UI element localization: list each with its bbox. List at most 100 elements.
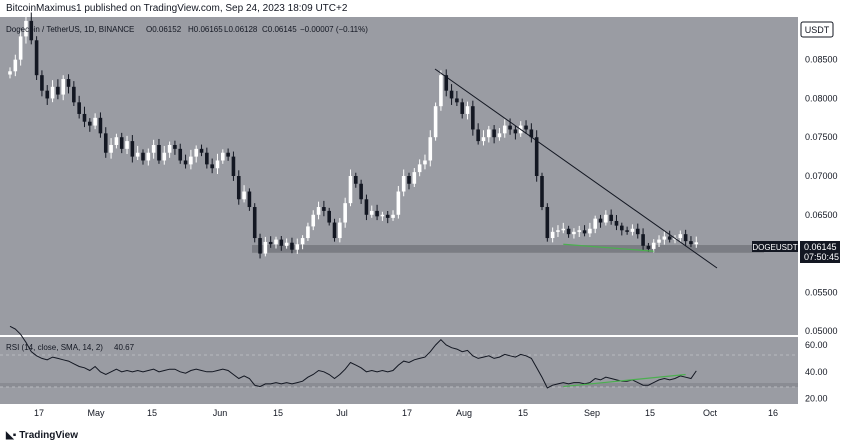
time-tick-label: 15 — [147, 408, 157, 418]
candle-body — [375, 210, 379, 217]
candle-body — [210, 164, 214, 169]
rsi-tick-label: 40.00 — [805, 367, 828, 377]
candle-body — [300, 238, 305, 245]
candle-body — [199, 148, 204, 153]
currency-badge-label: USDT — [805, 25, 830, 35]
candle-body — [178, 148, 183, 161]
descending-resistance-line[interactable] — [434, 68, 718, 269]
candle-body — [534, 137, 539, 176]
candle-body — [465, 106, 470, 114]
candle-body — [417, 164, 422, 173]
candle-body — [183, 160, 188, 165]
candle-body — [125, 141, 129, 149]
price-tick-label: 0.07500 — [805, 132, 838, 142]
candle-body — [316, 207, 321, 215]
candle-body — [327, 210, 331, 223]
candle-body — [141, 152, 145, 161]
published-by-line: BitcoinMaximus1 published on TradingView… — [6, 3, 348, 14]
rsi-legend-value: 40.67 — [114, 343, 135, 352]
candle-body — [492, 129, 496, 138]
candle-body — [604, 214, 608, 223]
legend-open: O0.06152 — [146, 25, 182, 34]
candle-body — [380, 214, 385, 217]
candle-body — [460, 102, 464, 114]
candle-body — [625, 230, 629, 232]
candle-body — [487, 129, 491, 138]
time-tick-label: May — [87, 408, 105, 418]
tradingview-logo-icon: ◣▪ — [6, 430, 16, 441]
time-tick-label: Sep — [584, 408, 600, 418]
price-tick-label: 0.06500 — [805, 210, 838, 220]
candle-body — [45, 90, 50, 99]
time-axis-panel[interactable] — [0, 404, 850, 424]
candle-body — [423, 160, 427, 165]
support-zone-band — [252, 245, 764, 253]
rsi-line — [9, 325, 697, 389]
candle-body — [29, 20, 34, 41]
candle-body — [348, 176, 353, 204]
rsi-axis-ticks: 60.00 40.00 20.00 — [805, 340, 828, 404]
time-tick-label: Oct — [703, 408, 718, 418]
candle-body — [61, 79, 65, 95]
currency-badge[interactable] — [800, 21, 834, 38]
candle-body — [82, 113, 87, 122]
price-tag-symbol-bg — [752, 241, 798, 252]
candle-body — [130, 141, 135, 157]
candle-body — [279, 239, 284, 246]
time-tick-label: 17 — [402, 408, 412, 418]
candle-body — [407, 176, 411, 184]
candle-body — [40, 75, 44, 91]
candle-body — [252, 207, 257, 239]
candle-body — [566, 228, 571, 235]
candle-body — [545, 207, 550, 239]
candle-body — [93, 117, 97, 126]
candle-body — [343, 203, 347, 223]
candle-body — [455, 98, 459, 103]
legend-change: −0.00007 (−0.11%) — [300, 25, 368, 34]
candle-body — [620, 225, 624, 231]
candle-body — [56, 86, 60, 95]
candle-body — [513, 129, 518, 134]
tradingview-logo[interactable]: ◣▪ TradingView — [6, 430, 78, 441]
candle-body — [385, 214, 390, 218]
price-tick-label: 0.07000 — [805, 171, 838, 181]
time-tick-label: 15 — [645, 408, 655, 418]
candle-body — [641, 234, 645, 246]
candle-body — [444, 75, 449, 91]
candle-body — [396, 191, 401, 215]
candlestick-series — [8, 12, 699, 259]
time-tick-label: 15 — [518, 408, 528, 418]
candle-body — [24, 20, 28, 37]
candle-body — [162, 152, 167, 161]
candle-body — [236, 176, 241, 200]
candle-body — [205, 152, 209, 165]
candle-body — [295, 244, 300, 250]
candle-body — [561, 228, 566, 231]
price-divergence-line — [563, 243, 654, 252]
candle-body — [412, 172, 417, 184]
candle-body — [263, 241, 268, 254]
candle-body — [215, 160, 220, 169]
last-price-value: 0.06145 — [804, 242, 837, 252]
tradingview-logo-text: TradingView — [19, 430, 78, 441]
candle-body — [290, 242, 294, 250]
time-tick-label: Jun — [213, 408, 228, 418]
last-price-tag[interactable] — [800, 241, 840, 263]
candle-body — [226, 152, 230, 157]
candle-body — [657, 239, 661, 243]
candle-body — [332, 222, 337, 239]
candle-body — [646, 245, 651, 249]
candle-body — [77, 102, 81, 114]
candle-body — [306, 226, 310, 239]
legend-close: C0.06145 — [262, 25, 297, 34]
price-axis-panel[interactable] — [798, 17, 850, 404]
candle-body — [146, 152, 151, 161]
rsi-tick-label: 20.00 — [805, 394, 828, 404]
candle-body — [630, 228, 635, 232]
candle-body — [689, 241, 693, 245]
candle-body — [476, 129, 480, 142]
candle-body — [572, 231, 576, 235]
candle-body — [109, 144, 113, 153]
candle-body — [540, 176, 544, 208]
